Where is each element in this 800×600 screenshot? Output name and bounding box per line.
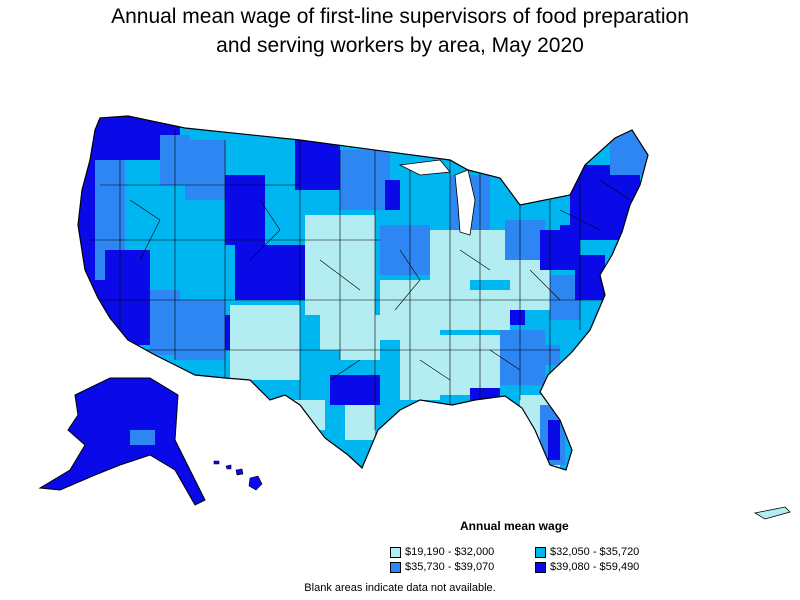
puerto-rico-map (753, 506, 791, 520)
legend-label-4: $39,080 - $59,490 (550, 561, 640, 573)
legend-swatch-3 (390, 561, 401, 573)
region-colorado (235, 245, 305, 300)
region-wyoming (225, 175, 265, 245)
map-title: Annual mean wage of first-line superviso… (0, 2, 800, 60)
legend-label-3: $35,730 - $39,070 (405, 561, 495, 573)
legend-item-1: $19,190 - $32,000 (390, 546, 494, 558)
lake-superior (398, 159, 451, 176)
lake-michigan (454, 169, 476, 236)
hawaii-map (213, 460, 263, 491)
title-line-1: Annual mean wage of first-line superviso… (111, 5, 689, 28)
legend-swatch-4 (535, 561, 546, 573)
legend-swatch-2 (535, 546, 546, 558)
legend-item-3: $35,730 - $39,070 (390, 561, 494, 573)
data-availability-note: Blank areas indicate data not available. (304, 582, 496, 594)
legend-swatch-1 (390, 546, 401, 558)
legend-title: Annual mean wage (460, 519, 569, 533)
alaska-map (38, 377, 206, 506)
legend-item-4: $39,080 - $59,490 (535, 561, 639, 573)
region-north-dakota (295, 140, 340, 190)
legend-item-2: $32,050 - $35,720 (535, 546, 639, 558)
legend-label-1: $19,190 - $32,000 (405, 546, 495, 558)
region-texas-metro (330, 375, 380, 405)
legend-label-2: $32,050 - $35,720 (550, 546, 640, 558)
region-northeast (560, 165, 640, 240)
title-line-2: and serving workers by area, May 2020 (216, 34, 584, 57)
region-new-mexico (230, 305, 300, 380)
